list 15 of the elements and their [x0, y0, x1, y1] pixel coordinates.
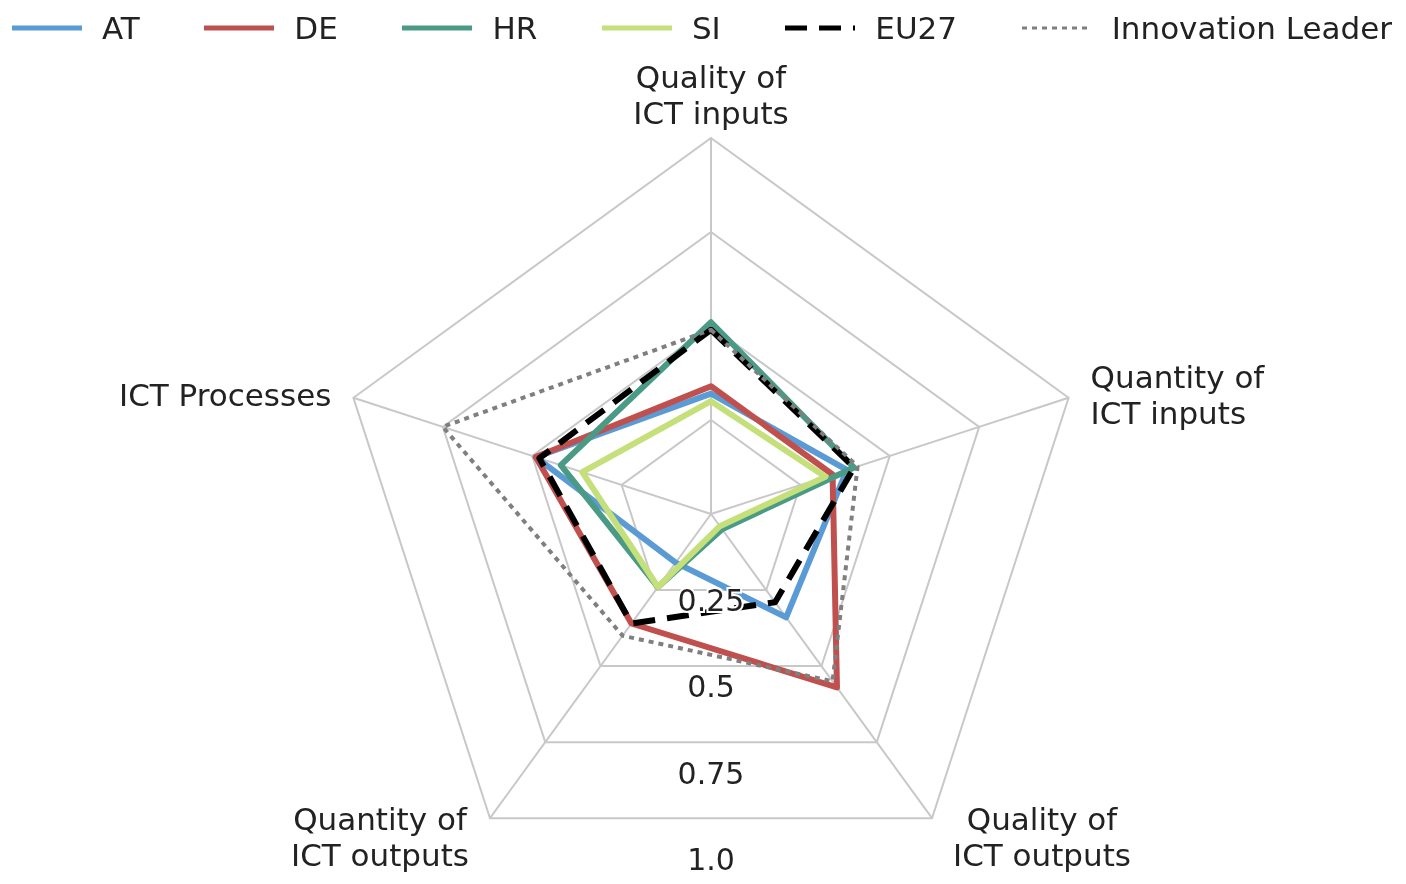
legend-label: SI — [690, 10, 721, 46]
y-tick-label: 1.0 — [687, 842, 735, 878]
y-tick-label: 0.75 — [677, 755, 745, 791]
legend-label: AT — [101, 10, 140, 46]
y-tick-label: 0.5 — [687, 669, 735, 705]
spoke-label: ICT Processes — [119, 376, 332, 413]
y-tick-label: 0.25 — [677, 582, 745, 618]
spoke-label: Quantity of ICT inputs — [1090, 358, 1266, 431]
spoke-label: Quality of ICT outputs — [953, 801, 1131, 874]
spoke-label: Quantity of ICT outputs — [291, 801, 469, 874]
spoke-label: Quality of ICT inputs — [633, 59, 789, 131]
legend-label: Innovation Leader — [1110, 10, 1392, 46]
legend-label: DE — [293, 10, 338, 46]
legend-label: HR — [491, 10, 538, 46]
legend-label: EU27 — [874, 10, 958, 46]
